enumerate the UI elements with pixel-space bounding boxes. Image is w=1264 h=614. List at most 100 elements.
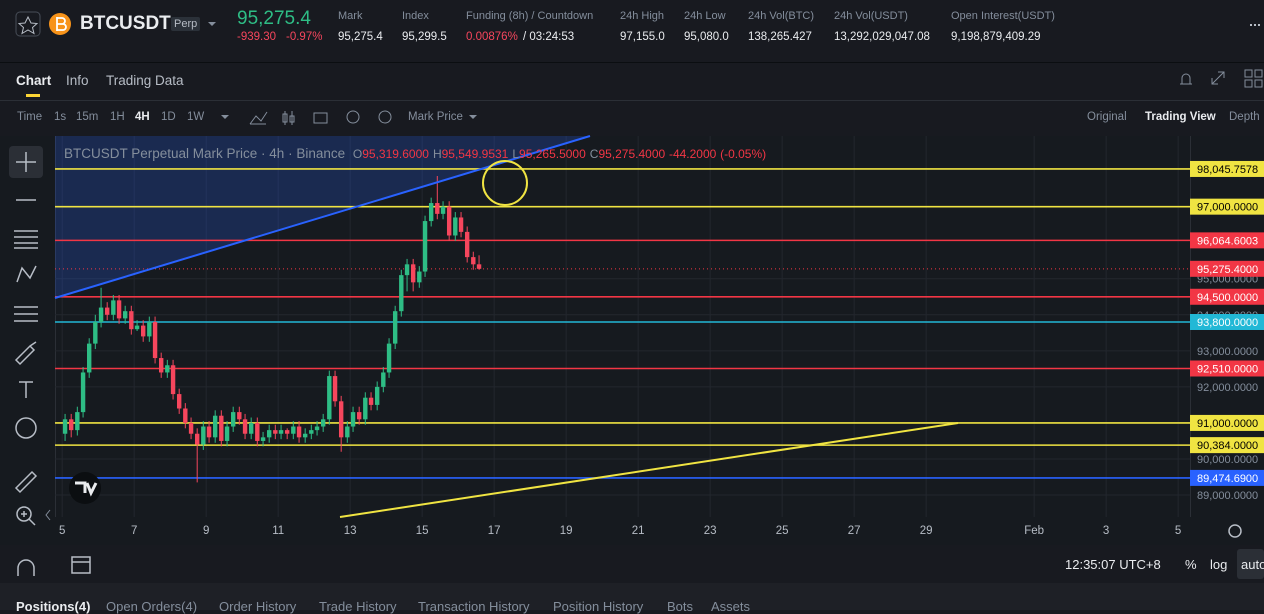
favorite-box[interactable] — [15, 11, 41, 37]
level-label-bg — [1190, 260, 1264, 277]
candle-body — [86, 343, 92, 373]
stat-countdown: / 03:24:53 — [523, 31, 575, 43]
indicator-icon[interactable] — [249, 111, 268, 125]
ohlc-value: 95,275.4000 — [598, 147, 666, 161]
snapshot-icon[interactable] — [313, 112, 328, 124]
candle-body — [296, 426, 302, 438]
level-label-bg — [1190, 437, 1264, 454]
stat-value: 0.00876% — [466, 31, 518, 43]
symbol-caret[interactable] — [208, 22, 216, 26]
settings-icon[interactable] — [1228, 524, 1242, 538]
bottom-tab[interactable]: Transaction History — [418, 599, 530, 614]
level-label: 96,064.6003 — [1197, 235, 1258, 247]
candle-body — [104, 307, 110, 315]
candle-body — [183, 408, 188, 423]
candle-body — [248, 422, 254, 434]
x-tick-label: 7 — [131, 525, 137, 537]
interval-active[interactable]: 4H — [135, 111, 150, 123]
interval[interactable]: 1H — [110, 111, 125, 123]
candle-body — [284, 430, 290, 434]
interval-caret[interactable] — [221, 115, 229, 119]
interval[interactable]: 1s — [54, 111, 67, 123]
candle-body — [345, 426, 350, 438]
stat-label: 24h High — [620, 10, 665, 22]
candle-body — [381, 372, 386, 387]
alert-icon[interactable] — [1180, 73, 1192, 85]
view[interactable]: Depth — [1229, 111, 1260, 123]
candle-type-icon[interactable] — [282, 111, 295, 125]
ohlc-label: C — [589, 147, 599, 161]
bottom-tab[interactable]: Trade History — [319, 599, 397, 614]
candle-body — [453, 217, 458, 236]
emoji-tool[interactable] — [15, 417, 37, 439]
level-label: 92,510.0000 — [1197, 363, 1258, 375]
pattern-tool[interactable] — [16, 265, 37, 283]
candle-body — [158, 358, 164, 373]
scale-option[interactable]: auto — [1241, 557, 1264, 572]
price-type-caret[interactable] — [469, 115, 477, 119]
price-type[interactable]: Mark Price — [408, 111, 463, 123]
zoom-tool[interactable] — [16, 506, 32, 522]
grid — [55, 136, 1190, 517]
tab[interactable]: Trading Data — [106, 73, 184, 88]
candle-body — [147, 321, 152, 337]
candle-body — [152, 321, 158, 359]
scale-option[interactable]: log — [1210, 557, 1228, 572]
bottom-tab[interactable]: Order History — [219, 599, 297, 614]
x-tick-label: 9 — [203, 525, 209, 537]
x-tick-label: 3 — [1103, 525, 1109, 537]
add-icon[interactable] — [346, 110, 360, 124]
bottom-tabs-bg — [0, 583, 1264, 610]
candle-body — [338, 401, 344, 438]
crosshair-tool[interactable] — [16, 152, 36, 172]
candle-body — [260, 437, 266, 441]
interval-label: Time — [17, 111, 43, 123]
interval[interactable]: 1D — [161, 111, 176, 123]
view-active[interactable]: Trading View — [1145, 111, 1216, 123]
stat-value: 97,155.0 — [620, 31, 665, 43]
candle-body — [111, 300, 116, 315]
bottom-tab[interactable]: Open Orders(4) — [106, 599, 198, 614]
layout-icon[interactable] — [1244, 69, 1263, 88]
calendar-tool[interactable] — [71, 556, 91, 574]
stat-value: 13,292,029,047.08 — [834, 31, 930, 43]
btc-icon-mark — [56, 17, 67, 31]
price-change: -939.30 — [237, 31, 277, 43]
projection-tool[interactable] — [14, 306, 38, 322]
chart-bg — [0, 136, 1264, 545]
level-label: 94,500.0000 — [1197, 292, 1258, 304]
tab-active[interactable]: Chart — [16, 73, 52, 88]
tab[interactable]: Info — [66, 73, 89, 88]
candle-body — [320, 419, 326, 427]
scale-option[interactable]: % — [1185, 557, 1197, 572]
settings-icon[interactable] — [378, 110, 392, 124]
trend-line — [339, 422, 959, 518]
bottom-tab-active[interactable]: Positions(4) — [16, 599, 91, 614]
candle-body — [476, 264, 482, 269]
candle-body — [356, 412, 362, 420]
interval[interactable]: 1W — [187, 111, 205, 123]
y-tick-label: 93,000.0000 — [1197, 346, 1258, 358]
expand-icon[interactable] — [1211, 71, 1225, 85]
interval[interactable]: 15m — [76, 111, 99, 123]
candle-body — [62, 419, 68, 434]
magnet-tool[interactable] — [17, 559, 35, 576]
view[interactable]: Original — [1087, 111, 1127, 123]
candle-body — [435, 203, 440, 214]
star-icon[interactable] — [17, 15, 39, 35]
brush-tool[interactable] — [14, 341, 37, 366]
candle-body — [116, 300, 122, 319]
ruler-tool[interactable] — [14, 470, 38, 494]
candle-body — [440, 206, 446, 214]
drawing-toolbar[interactable] — [9, 146, 91, 576]
bottom-tab[interactable]: Assets — [711, 599, 751, 614]
bottom-tab[interactable]: Bots — [667, 599, 694, 614]
text-tool[interactable] — [19, 381, 33, 398]
bottom-tab[interactable]: Position History — [553, 599, 644, 614]
levels — [55, 168, 1190, 479]
collapse-arrow[interactable] — [45, 509, 51, 521]
symbol[interactable]: BTCUSDT — [80, 13, 171, 34]
fib-tool[interactable] — [14, 230, 38, 249]
y-tick-label: 89,000.0000 — [1197, 490, 1258, 502]
